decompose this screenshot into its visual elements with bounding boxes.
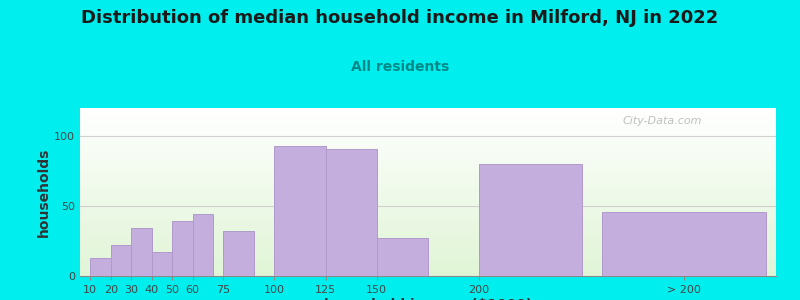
Bar	[223, 231, 254, 276]
Text: City-Data.com: City-Data.com	[623, 116, 702, 126]
Bar	[110, 245, 131, 276]
Bar	[152, 252, 172, 276]
Bar	[479, 164, 582, 276]
Bar	[602, 212, 766, 276]
Bar	[326, 148, 377, 276]
Bar	[274, 146, 326, 276]
Text: All residents: All residents	[351, 60, 449, 74]
Y-axis label: households: households	[38, 147, 51, 237]
Bar	[377, 238, 428, 276]
Bar	[131, 228, 152, 276]
Text: Distribution of median household income in Milford, NJ in 2022: Distribution of median household income …	[82, 9, 718, 27]
X-axis label: household income ($1000): household income ($1000)	[324, 298, 532, 300]
Bar	[193, 214, 213, 276]
Bar	[90, 258, 110, 276]
Bar	[172, 221, 193, 276]
